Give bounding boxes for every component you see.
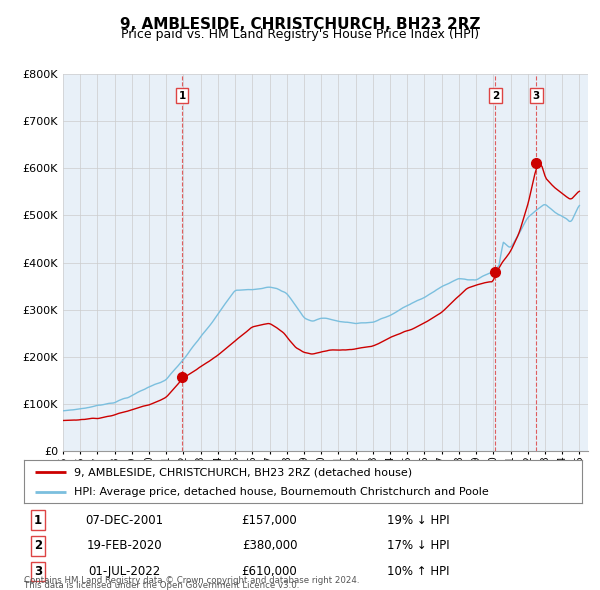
Text: 3: 3: [533, 91, 540, 101]
Text: Price paid vs. HM Land Registry's House Price Index (HPI): Price paid vs. HM Land Registry's House …: [121, 28, 479, 41]
Text: £157,000: £157,000: [242, 514, 298, 527]
Text: 07-DEC-2001: 07-DEC-2001: [85, 514, 164, 527]
Text: 2: 2: [34, 539, 42, 552]
Text: 17% ↓ HPI: 17% ↓ HPI: [387, 539, 449, 552]
Text: 01-JUL-2022: 01-JUL-2022: [88, 565, 161, 578]
Text: 19% ↓ HPI: 19% ↓ HPI: [387, 514, 449, 527]
Text: HPI: Average price, detached house, Bournemouth Christchurch and Poole: HPI: Average price, detached house, Bour…: [74, 487, 489, 497]
Text: 9, AMBLESIDE, CHRISTCHURCH, BH23 2RZ: 9, AMBLESIDE, CHRISTCHURCH, BH23 2RZ: [120, 17, 480, 31]
Text: 19-FEB-2020: 19-FEB-2020: [86, 539, 162, 552]
Text: Contains HM Land Registry data © Crown copyright and database right 2024.: Contains HM Land Registry data © Crown c…: [24, 576, 359, 585]
Text: £610,000: £610,000: [242, 565, 298, 578]
Text: 1: 1: [178, 91, 186, 101]
Text: £380,000: £380,000: [242, 539, 297, 552]
Text: 10% ↑ HPI: 10% ↑ HPI: [387, 565, 449, 578]
Text: 2: 2: [492, 91, 499, 101]
Text: 9, AMBLESIDE, CHRISTCHURCH, BH23 2RZ (detached house): 9, AMBLESIDE, CHRISTCHURCH, BH23 2RZ (de…: [74, 467, 412, 477]
Text: This data is licensed under the Open Government Licence v3.0.: This data is licensed under the Open Gov…: [24, 581, 299, 590]
Text: 1: 1: [34, 514, 42, 527]
Text: 3: 3: [34, 565, 42, 578]
